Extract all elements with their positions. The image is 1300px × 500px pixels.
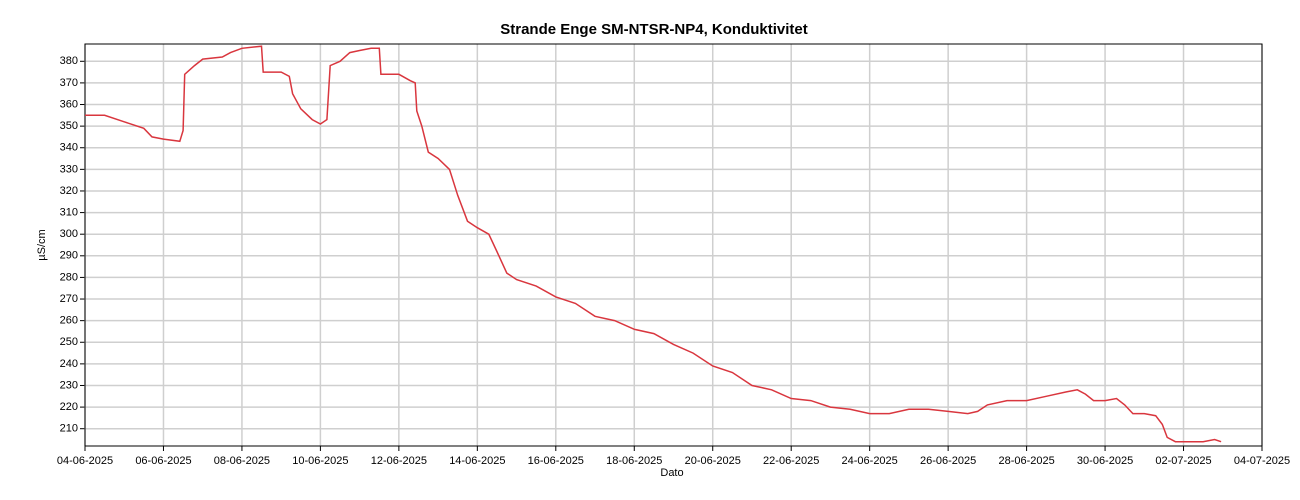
y-tick-label: 340 [60,142,78,154]
x-tick-label: 10-06-2025 [292,455,348,467]
y-tick-label: 320 [60,185,78,197]
x-axis-label: Dato [660,467,683,479]
y-tick-label: 250 [60,336,78,348]
x-tick-label: 26-06-2025 [920,455,976,467]
y-tick-label: 310 [60,206,78,218]
y-tick-label: 220 [60,401,78,413]
chart-title: Strande Enge SM-NTSR-NP4, Konduktivitet [500,21,808,38]
data-line [85,45,1222,443]
y-tick-label: 260 [60,315,78,327]
y-tick-label: 290 [60,250,78,262]
x-tick-label: 28-06-2025 [998,455,1054,467]
y-axis-label: µS/cm [36,229,48,260]
x-tick-label: 14-06-2025 [449,455,505,467]
plot-frame [84,43,1263,447]
y-tick-label: 230 [60,379,78,391]
x-tick-label: 04-07-2025 [1234,455,1290,467]
y-tick-label: 270 [60,293,78,305]
y-tick-label: 300 [60,228,78,240]
x-tick-label: 02-07-2025 [1155,455,1211,467]
y-tick-label: 240 [60,358,78,370]
x-tick-label: 24-06-2025 [842,455,898,467]
x-tick-label: 22-06-2025 [763,455,819,467]
x-tick-label: 30-06-2025 [1077,455,1133,467]
x-tick-label: 06-06-2025 [135,455,191,467]
y-tick-label: 280 [60,271,78,283]
x-tick-label: 18-06-2025 [606,455,662,467]
y-tick-label: 380 [60,55,78,67]
x-tick-label: 04-06-2025 [57,455,113,467]
x-tick-label: 16-06-2025 [528,455,584,467]
y-tick-label: 210 [60,423,78,435]
y-tick-label: 360 [60,98,78,110]
x-tick-label: 20-06-2025 [685,455,741,467]
y-tick-label: 370 [60,77,78,89]
x-tick-label: 12-06-2025 [371,455,427,467]
y-tick-label: 350 [60,120,78,132]
y-tick-label: 330 [60,163,78,175]
x-tick-label: 08-06-2025 [214,455,270,467]
